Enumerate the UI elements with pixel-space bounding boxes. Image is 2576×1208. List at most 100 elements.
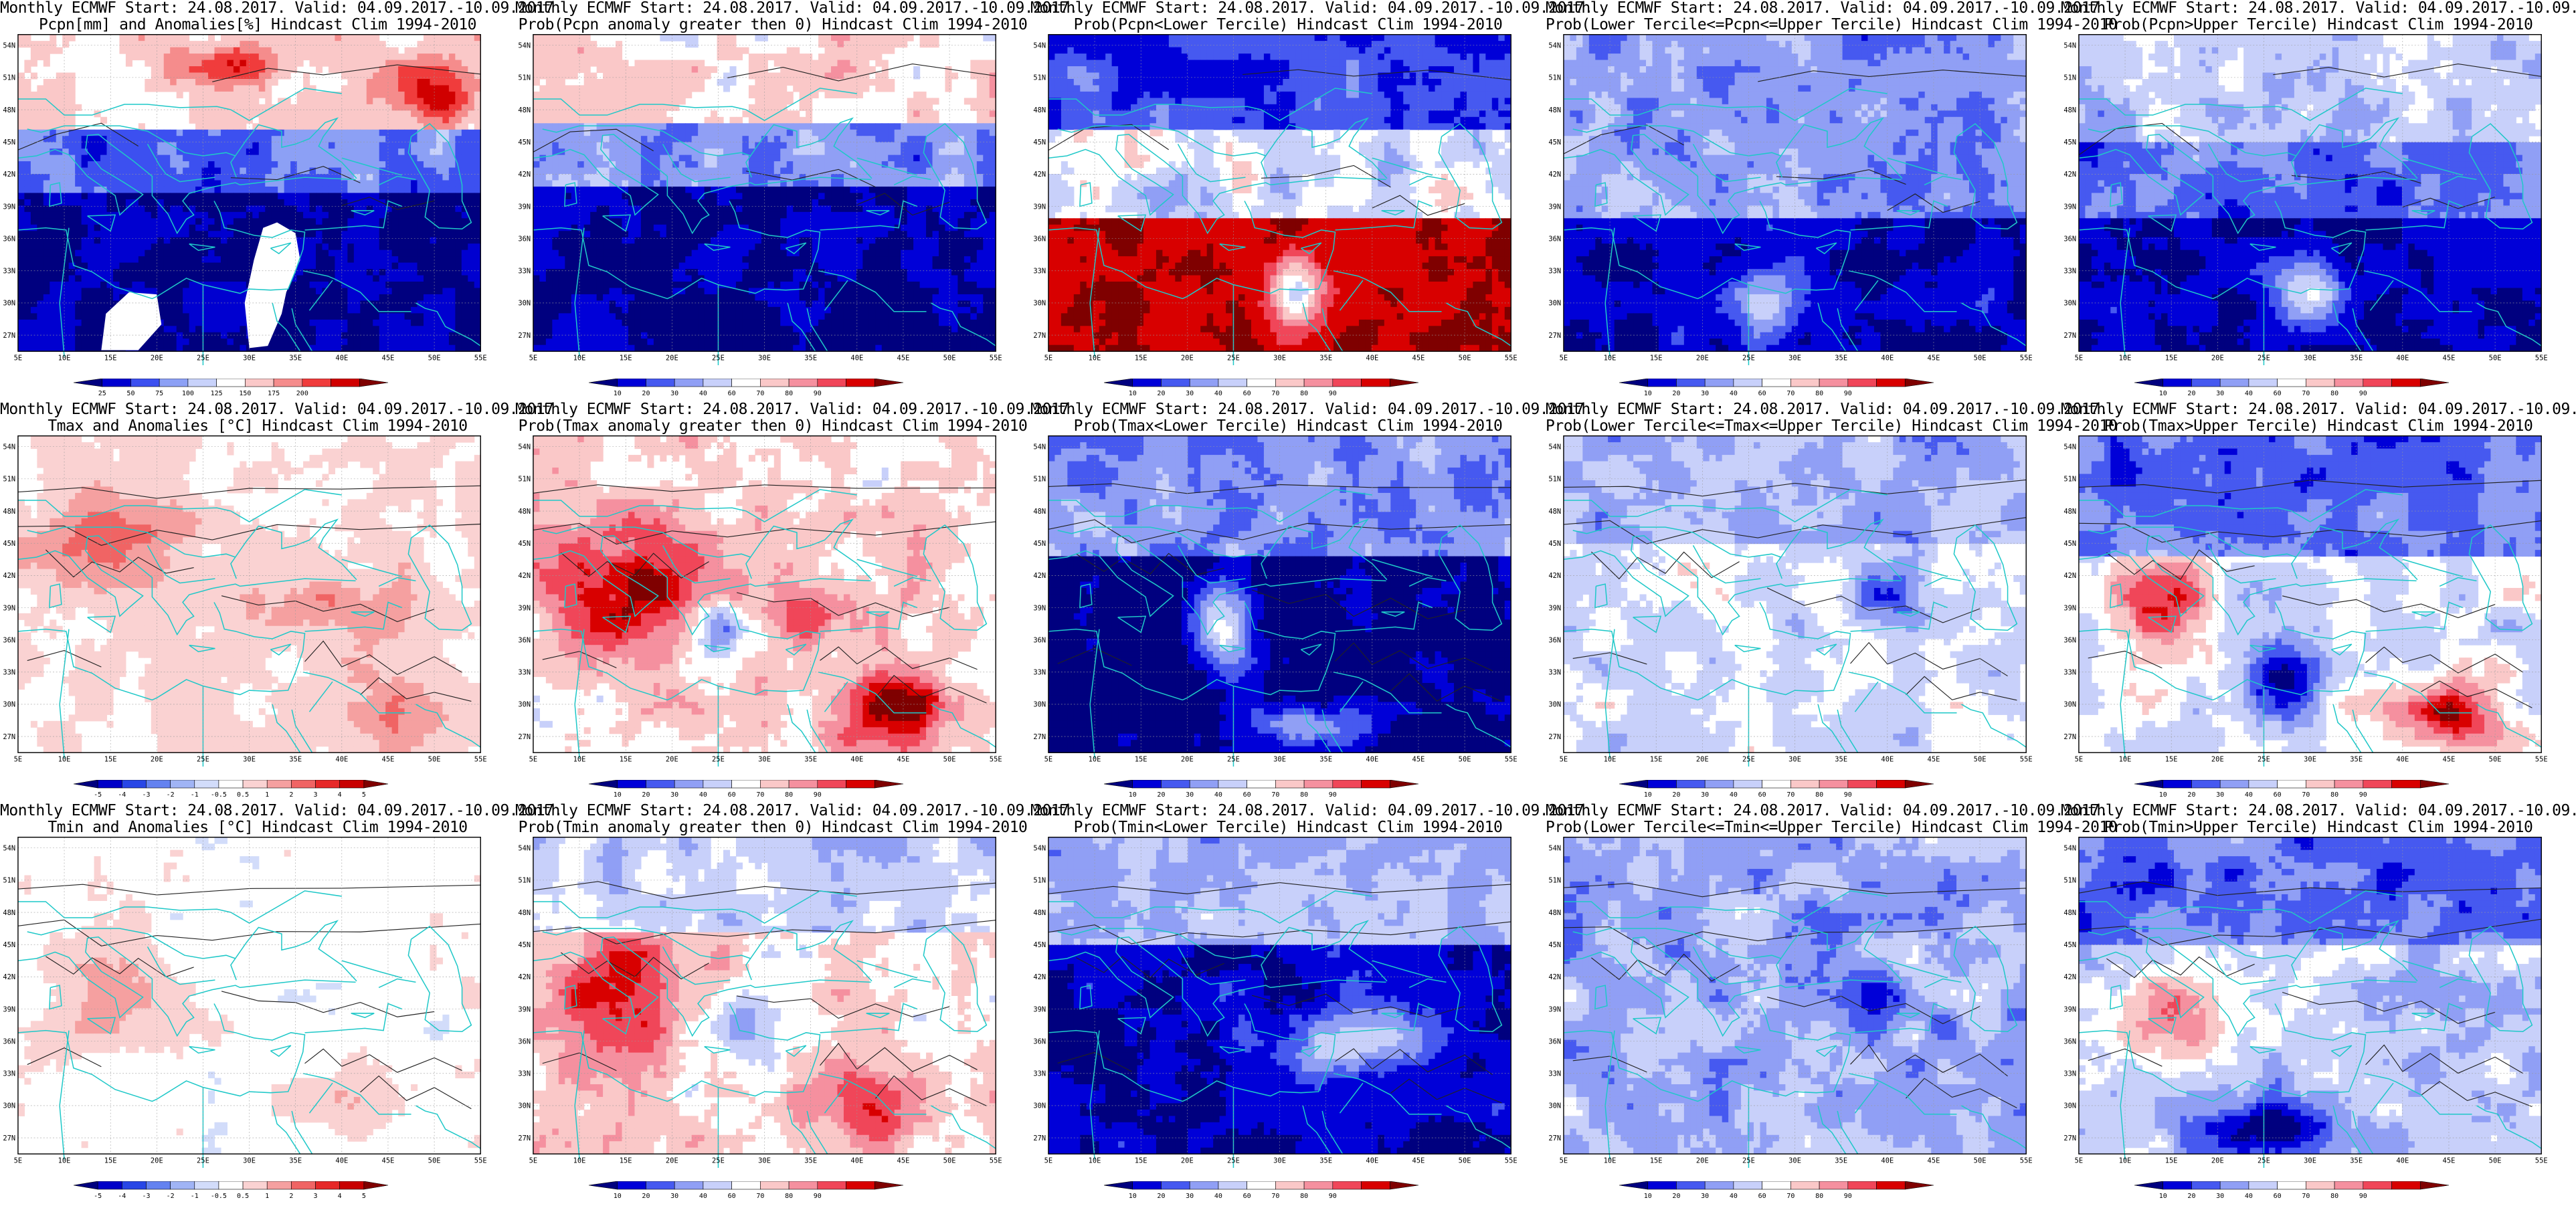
colorbar-swatch — [195, 780, 219, 788]
lat-tick-label: 51N — [1548, 476, 1561, 484]
colorbar-label: 30 — [670, 390, 678, 397]
lat-tick-label: 36N — [1033, 1037, 1046, 1045]
colorbar-label: 4 — [338, 791, 342, 799]
panel-title-line-1: Monthly ECMWF Start: 24.08.2017. Valid: … — [1030, 0, 1546, 17]
lon-tick-label: 55E — [1505, 354, 1517, 362]
lat-tick-label: 42N — [3, 572, 15, 580]
lon-tick-label: 15E — [1135, 1156, 1147, 1165]
lon-tick-label: 35E — [289, 755, 302, 763]
colorbar-label: -0.5 — [211, 1193, 227, 1200]
colorbar-swatch — [818, 780, 846, 788]
lon-tick-label: 45E — [2443, 755, 2456, 763]
lon-tick-label: 45E — [1928, 1156, 1940, 1165]
colorbar-label: 60 — [728, 1193, 736, 1200]
colorbar-swatch — [2249, 1181, 2278, 1189]
colorbar-swatch — [1190, 780, 1218, 788]
lon-tick-label: 50E — [2489, 354, 2502, 362]
lat-tick-label: 48N — [518, 106, 531, 114]
colorbar-swatch — [2420, 780, 2449, 788]
colorbar-swatch — [1790, 780, 1819, 788]
lat-tick-label: 42N — [3, 973, 15, 981]
colorbar-label: -4 — [118, 1193, 126, 1200]
lat-tick-label: 48N — [3, 508, 15, 516]
colorbar-swatch — [674, 780, 703, 788]
lat-tick-label: 54N — [518, 42, 531, 50]
lon-tick-label: 10E — [573, 755, 586, 763]
colorbar-label: 10 — [2159, 390, 2167, 397]
lat-tick-label: 39N — [3, 1005, 15, 1013]
lat-tick-label: 39N — [518, 203, 531, 211]
lat-tick-label: 48N — [518, 909, 531, 917]
lon-tick-label: 55E — [2020, 354, 2033, 362]
lon-tick-label: 25E — [197, 354, 209, 362]
map-panel-tmin-mid: Monthly ECMWF Start: 24.08.2017. Valid: … — [1546, 803, 2061, 1204]
lon-tick-label: 50E — [1459, 755, 1471, 763]
lon-tick-label: 25E — [2258, 755, 2270, 763]
lon-tick-label: 20E — [666, 354, 678, 362]
colorbar-swatch — [2134, 780, 2163, 788]
lat-tick-label: 51N — [3, 476, 15, 484]
colorbar-label: 80 — [785, 1193, 793, 1200]
colorbar-swatch — [2363, 379, 2392, 387]
lat-tick-label: 39N — [3, 203, 15, 211]
lon-tick-label: 40E — [1366, 755, 1378, 763]
panel-title: Monthly ECMWF Start: 24.08.2017. Valid: … — [1030, 401, 1546, 435]
lat-tick-label: 51N — [1033, 476, 1046, 484]
lat-tick-label: 39N — [1033, 1005, 1046, 1013]
lon-tick-label: 30E — [758, 354, 771, 362]
lon-tick-label: 35E — [2350, 1156, 2363, 1165]
lat-tick-label: 54N — [1033, 845, 1046, 853]
colorbar-swatch — [1362, 780, 1390, 788]
map-panel-pcpn-pgt0: Monthly ECMWF Start: 24.08.2017. Valid: … — [515, 0, 1030, 401]
colorbar-label: 60 — [1758, 390, 1766, 397]
colorbar-swatch — [1218, 1181, 1247, 1189]
colorbar-swatch — [2334, 379, 2363, 387]
colorbar-label: 30 — [1701, 1193, 1709, 1200]
lon-tick-label: 15E — [1650, 354, 1663, 362]
lon-tick-label: 20E — [2211, 354, 2224, 362]
colorbar-swatch — [2163, 379, 2192, 387]
lat-tick-label: 30N — [3, 300, 15, 308]
colorbar-label: 50 — [126, 390, 134, 397]
colorbar-label: 60 — [1758, 791, 1766, 799]
colorbar-swatch — [674, 379, 703, 387]
shaded-field — [1048, 837, 1511, 1154]
lon-tick-label: 20E — [1181, 354, 1194, 362]
colorbar-label: 60 — [1758, 1193, 1766, 1200]
colorbar-swatch — [1218, 780, 1247, 788]
lat-tick-label: 51N — [1033, 877, 1046, 885]
lat-tick-label: 39N — [1033, 203, 1046, 211]
colorbar-swatch — [316, 1181, 340, 1189]
lon-tick-label: 30E — [2304, 354, 2316, 362]
colorbar-label: 70 — [2302, 1193, 2310, 1200]
colorbar-swatch — [732, 379, 761, 387]
lat-tick-label: 51N — [2063, 74, 2076, 82]
lat-tick-label: 45N — [1033, 540, 1046, 548]
colorbar-label: -1 — [191, 791, 199, 799]
colorbar-label: 70 — [1271, 791, 1279, 799]
colorbar-label: 10 — [1129, 1193, 1137, 1200]
panel-title: Monthly ECMWF Start: 24.08.2017. Valid: … — [2061, 803, 2576, 836]
lon-tick-label: 55E — [1505, 755, 1517, 763]
lat-tick-label: 45N — [518, 138, 531, 146]
panel-title-line-1: Monthly ECMWF Start: 24.08.2017. Valid: … — [515, 401, 1030, 418]
panel-title-line-1: Monthly ECMWF Start: 24.08.2017. Valid: … — [1030, 803, 1546, 819]
lon-tick-label: 50E — [428, 1156, 441, 1165]
colorbar-swatch — [2249, 379, 2278, 387]
lon-tick-label: 30E — [2304, 1156, 2316, 1165]
lat-tick-label: 36N — [3, 235, 15, 243]
colorbar-swatch — [159, 379, 188, 387]
lat-tick-label: 27N — [1548, 1134, 1561, 1142]
colorbar-swatch — [760, 1181, 789, 1189]
colorbar-swatch — [646, 1181, 674, 1189]
lon-tick-label: 25E — [712, 1156, 725, 1165]
colorbar-swatch — [98, 780, 122, 788]
lon-tick-label: 45E — [2443, 1156, 2456, 1165]
colorbar-swatch — [1705, 1181, 1734, 1189]
lon-tick-label: 25E — [197, 1156, 209, 1165]
shaded-field — [1048, 35, 1511, 352]
